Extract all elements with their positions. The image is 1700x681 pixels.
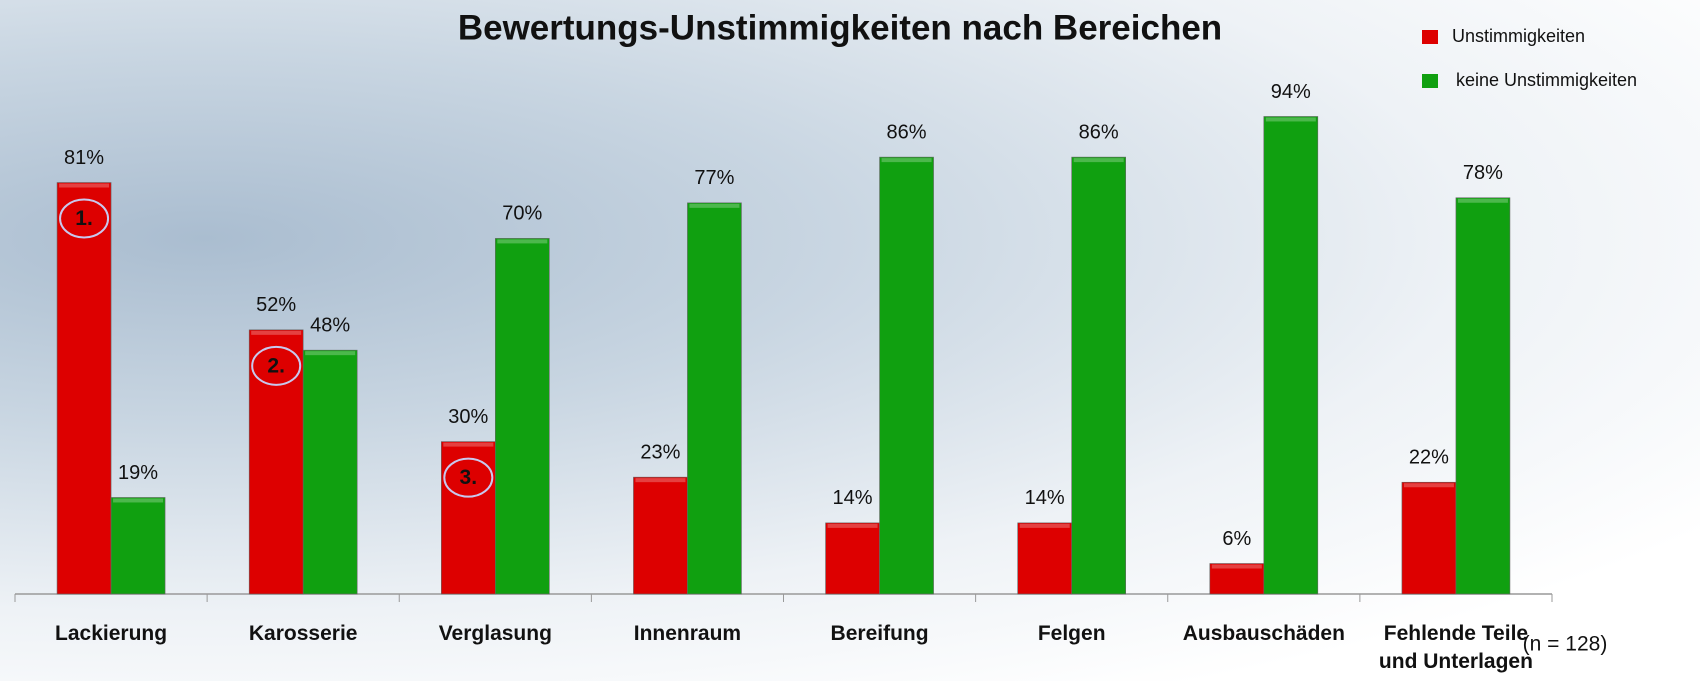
bar-highlight [689,203,740,208]
bar-highlight [113,498,164,503]
bar-highlight [1403,483,1454,488]
bar [56,182,112,595]
value-label: 52% [256,294,296,316]
value-label: 70% [502,203,542,225]
bar-highlight [827,523,878,528]
bar [110,497,166,595]
bar-highlight [59,183,110,188]
value-label: 86% [887,121,927,143]
x-tick-label: Fehlende Teile und Unterlagen [1378,622,1533,673]
bar [1455,197,1511,595]
value-label: 81% [64,147,104,169]
bar-highlight [1457,198,1508,203]
value-label: 94% [1271,81,1311,103]
bar-highlight [443,442,494,447]
value-label: 6% [1222,528,1251,550]
legend-label: keine Unstimmigkeiten [1456,70,1637,90]
value-label: 22% [1409,447,1449,469]
x-tick-label: Lackierung [55,622,168,645]
legend-swatch [1422,30,1438,44]
x-tick-label: Innenraum [633,622,742,645]
bar-highlight [497,239,548,244]
value-label: 86% [1079,121,1119,143]
bar [1401,481,1457,595]
rank-label: 1. [75,207,93,230]
bar [495,238,550,595]
rank-circle [251,345,302,386]
rank-circle [443,457,494,498]
x-tick-label: Bereifung [830,622,929,645]
rank-circle [59,198,110,239]
bar-highlight [305,351,356,356]
value-label: 77% [694,167,734,189]
legend-label: Unstimmigkeiten [1452,26,1585,46]
value-label: 14% [833,487,873,509]
bar [879,156,934,595]
bar [825,522,880,595]
bar [633,476,688,595]
x-tick-label: Karosserie [248,622,358,645]
value-label: 23% [640,441,680,463]
bar [441,441,496,595]
value-label: 19% [118,462,158,484]
value-label: 30% [448,406,488,428]
note: (n = 128) [1523,633,1608,656]
bar [1017,522,1072,595]
bar [687,202,742,595]
bar [1263,116,1319,595]
x-tick-label: Felgen [1037,622,1106,645]
chart-title: Bewertungs-Unstimmigkeiten nach Bereiche… [458,8,1222,47]
legend-swatch [1422,74,1438,88]
bar-highlight [251,330,302,335]
bar [1071,156,1126,595]
bar [1209,563,1265,595]
bar-highlight [1211,564,1262,569]
rank-label: 2. [267,354,285,377]
bar-highlight [1073,158,1124,163]
bar-highlight [881,158,932,163]
bar-highlight [635,478,686,483]
rank-label: 3. [460,466,478,489]
value-label: 14% [1025,487,1065,509]
x-tick-label: Ausbauschäden [1182,622,1345,645]
bar [302,349,358,595]
value-label: 78% [1463,162,1503,184]
bar [248,329,304,595]
bar-highlight [1019,523,1070,528]
x-tick-label: Verglasung [438,622,552,645]
value-label: 48% [310,314,350,336]
bar-highlight [1265,117,1316,122]
